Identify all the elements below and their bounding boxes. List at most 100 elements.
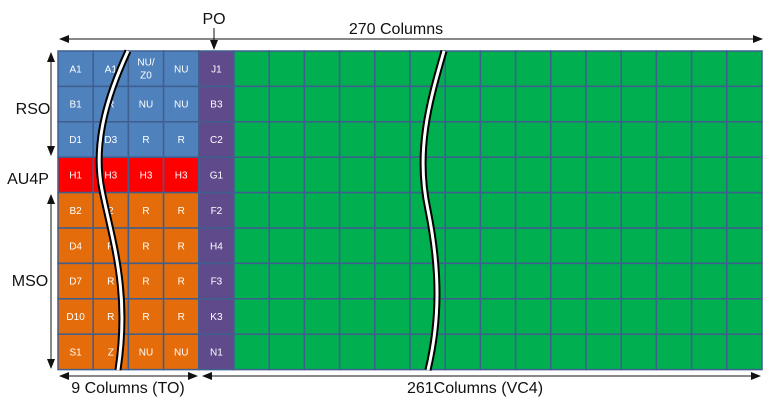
vc4-columns-label: 261Columns (VC4) — [407, 380, 543, 397]
payload-cell — [514, 298, 552, 335]
payload-cell — [585, 121, 622, 158]
payload-cell — [303, 50, 341, 88]
payload-cell — [268, 191, 306, 229]
cell-label: H1 — [69, 171, 82, 182]
po-cell — [198, 85, 235, 123]
payload-cell — [550, 227, 587, 265]
payload-cell — [233, 298, 270, 335]
payload-cell — [338, 333, 376, 371]
payload-cell — [620, 298, 658, 335]
payload-cell — [585, 85, 622, 123]
cell-label: B3 — [210, 100, 223, 111]
payload-cell — [726, 50, 763, 88]
payload-cell — [479, 121, 517, 158]
payload-cell — [303, 333, 341, 371]
payload-cell — [479, 191, 517, 229]
payload-cell — [303, 121, 341, 158]
payload-cell — [550, 262, 587, 300]
payload-cell — [550, 298, 587, 335]
payload-cell — [655, 333, 693, 371]
payload-cell — [479, 50, 517, 88]
overhead-cell — [127, 298, 165, 335]
payload-cell — [338, 262, 376, 300]
payload-cell — [690, 227, 728, 265]
payload-cell — [726, 191, 763, 229]
payload-cell — [585, 50, 622, 88]
payload-cell — [233, 50, 270, 88]
cell-label: R — [142, 206, 149, 217]
payload-cell — [233, 121, 270, 158]
payload-cell — [514, 262, 552, 300]
payload-cell — [655, 191, 693, 229]
payload-cell — [550, 191, 587, 229]
cell-label: NU — [139, 100, 153, 111]
payload-cell — [550, 156, 587, 194]
po-cell — [198, 227, 235, 265]
payload-cell — [514, 121, 552, 158]
payload-cell — [726, 333, 763, 371]
payload-cell — [726, 85, 763, 123]
payload-cell — [374, 156, 411, 194]
payload-cell — [585, 298, 622, 335]
payload-cell — [338, 298, 376, 335]
payload-cell — [620, 50, 658, 88]
payload-cell — [268, 298, 306, 335]
cell-label: D7 — [69, 277, 82, 288]
payload-cell — [690, 50, 728, 88]
cell-label: A1 — [69, 64, 82, 75]
payload-cell — [514, 156, 552, 194]
cell-label: R — [142, 135, 149, 146]
cell-label: H3 — [175, 171, 188, 182]
cell-label: D10 — [66, 312, 85, 323]
payload-cell — [655, 85, 693, 123]
payload-cell — [338, 85, 376, 123]
payload-cell — [620, 156, 658, 194]
po-cell — [198, 191, 235, 229]
payload-cell — [268, 121, 306, 158]
cell-label: G1 — [210, 171, 224, 182]
overhead-cell — [162, 156, 200, 194]
payload-cell — [479, 333, 517, 371]
payload-cell — [726, 156, 763, 194]
cell-label: R — [178, 206, 185, 217]
payload-cell — [338, 121, 376, 158]
overhead-cell — [57, 227, 94, 265]
payload-cell — [374, 85, 411, 123]
cell-label: H3 — [104, 171, 117, 182]
payload-cell — [479, 298, 517, 335]
overhead-cell — [127, 85, 165, 123]
cell-label: Z — [108, 348, 114, 359]
overhead-cell — [162, 121, 200, 158]
payload-cell — [550, 50, 587, 88]
payload-cell — [655, 262, 693, 300]
payload-cell — [726, 227, 763, 265]
po-cell — [198, 121, 235, 158]
payload-cell — [268, 156, 306, 194]
payload-cell — [303, 262, 341, 300]
payload-cell — [233, 85, 270, 123]
total-columns-label: 270 Columns — [349, 21, 443, 38]
payload-cell — [550, 121, 587, 158]
payload-cell — [374, 333, 411, 371]
payload-cell — [268, 262, 306, 300]
payload-cell — [479, 262, 517, 300]
payload-cell — [585, 227, 622, 265]
cell-label: J1 — [211, 64, 222, 75]
cell-label: R — [107, 312, 114, 323]
payload-cell — [690, 156, 728, 194]
payload-cell — [374, 298, 411, 335]
cell-label: D1 — [69, 135, 82, 146]
cell-label: D4 — [69, 241, 82, 252]
payload-cell — [655, 50, 693, 88]
payload-cell — [690, 191, 728, 229]
payload-cell — [233, 191, 270, 229]
cell-label: B1 — [69, 100, 82, 111]
payload-cell — [655, 156, 693, 194]
payload-cell — [374, 191, 411, 229]
payload-cell — [550, 85, 587, 123]
payload-cell — [233, 333, 270, 371]
payload-cell — [620, 333, 658, 371]
cell-label: R — [142, 312, 149, 323]
po-cell — [198, 298, 235, 335]
cell-label: A1 — [105, 64, 118, 75]
